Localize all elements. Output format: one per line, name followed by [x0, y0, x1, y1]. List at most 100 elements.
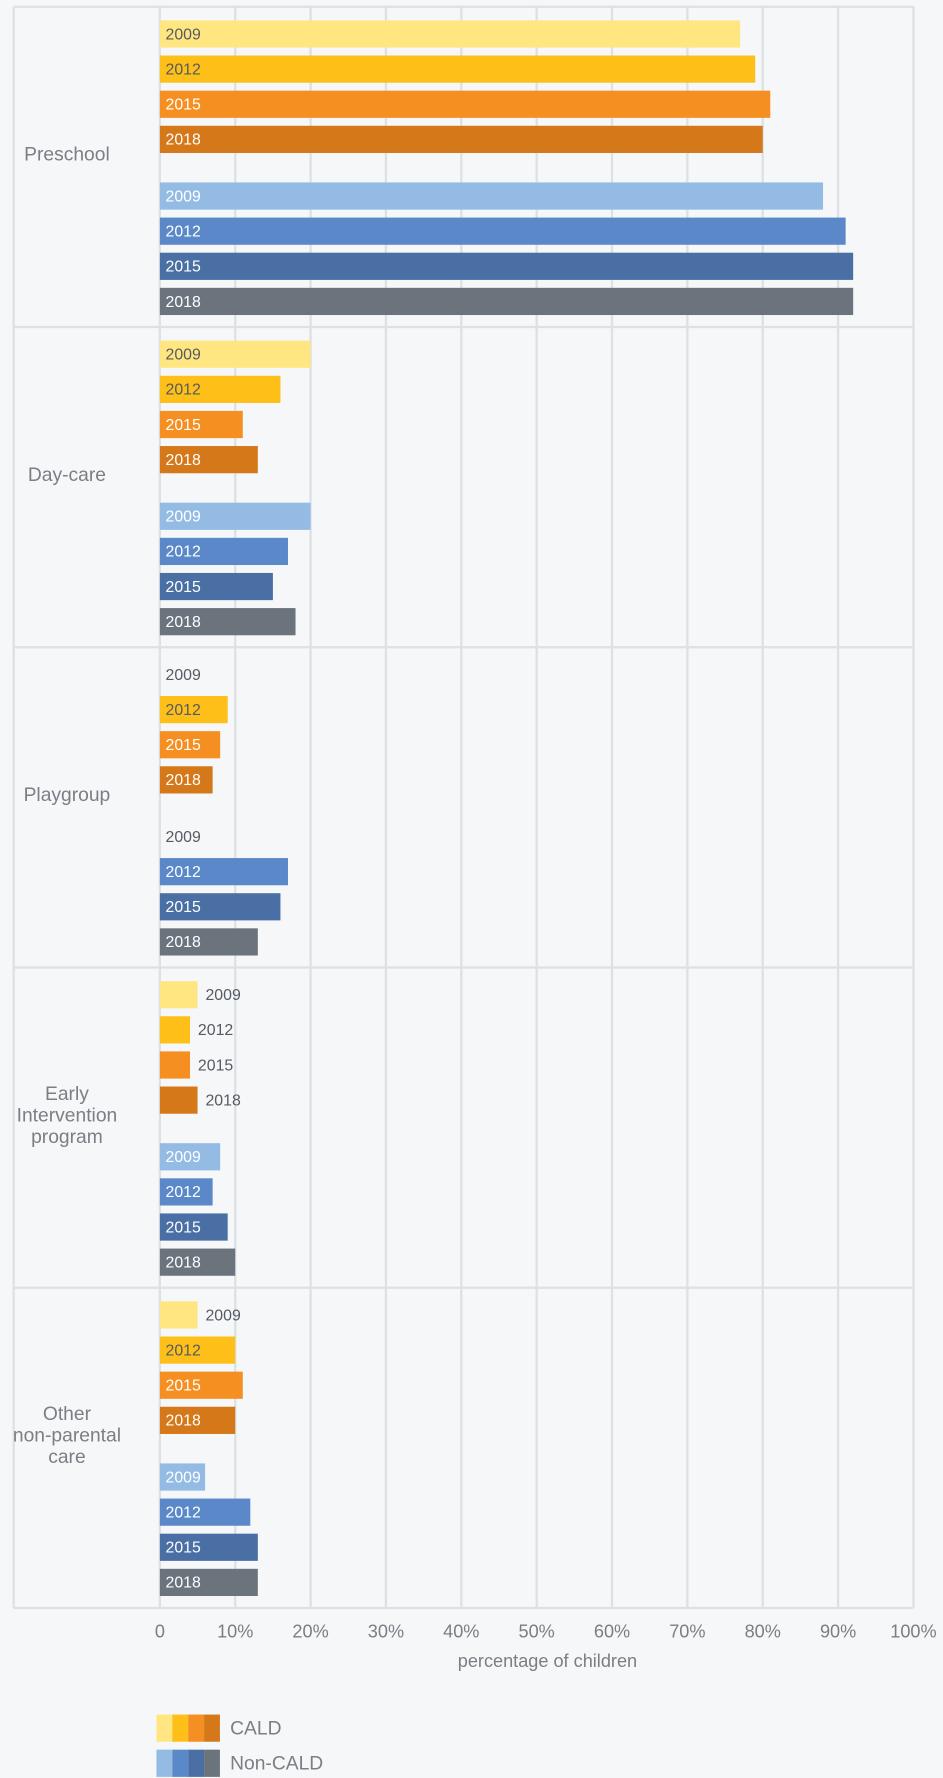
- bar-year-label: 2012: [166, 544, 201, 561]
- bar-year-label: 2009: [166, 1469, 201, 1486]
- bar: [159, 928, 258, 956]
- bar-year-label: 2015: [166, 1378, 201, 1395]
- x-tick-label: 60%: [594, 1622, 630, 1642]
- bar-year-label: 2012: [166, 702, 201, 719]
- bar-year-label: 2018: [166, 772, 201, 789]
- bar: [159, 90, 771, 118]
- bar: [159, 446, 258, 474]
- bar: [159, 1371, 243, 1399]
- legend-swatch: [172, 1749, 189, 1777]
- category-label: Early Intervention program: [17, 1084, 118, 1148]
- bar: [159, 1213, 228, 1241]
- x-tick-label: 100%: [890, 1622, 936, 1642]
- bar: [159, 731, 221, 759]
- bar-year-label: 2015: [166, 97, 201, 114]
- bar: [159, 696, 228, 724]
- bar-year-label: 2015: [166, 1219, 201, 1236]
- bar-year-label: 2018: [205, 1092, 240, 1109]
- category-label: Preschool: [24, 145, 110, 166]
- bar-year-label: 2015: [166, 417, 201, 434]
- legend-swatch: [172, 1714, 189, 1742]
- legend-label: CALD: [230, 1718, 281, 1739]
- legend-swatch: [156, 1749, 173, 1777]
- x-tick-label: 10%: [217, 1622, 253, 1642]
- legend-swatch: [188, 1749, 205, 1777]
- bar: [159, 1301, 198, 1329]
- bar: [159, 766, 213, 794]
- bar: [159, 1533, 258, 1561]
- bar: [159, 981, 198, 1009]
- bar-year-label: 2015: [166, 259, 201, 276]
- legend-swatch: [204, 1714, 220, 1742]
- bar: [159, 55, 756, 83]
- bar: [159, 1463, 206, 1491]
- bar: [159, 410, 243, 439]
- x-tick-label: 50%: [519, 1622, 555, 1642]
- bar: [159, 1143, 221, 1171]
- bar-year-label: 2009: [166, 509, 201, 526]
- bar: [159, 375, 281, 403]
- x-tick-label: 30%: [368, 1622, 404, 1642]
- bar: [159, 502, 311, 530]
- bar-year-label: 2009: [166, 347, 201, 364]
- bar-year-label: 2012: [198, 1022, 233, 1039]
- x-tick-label: 80%: [745, 1622, 781, 1642]
- bar-year-label: 2009: [166, 829, 201, 846]
- bar-year-label: 2015: [166, 579, 201, 596]
- bar: [159, 1248, 236, 1276]
- bar: [159, 893, 281, 921]
- category-label: Other non-parental care: [13, 1404, 121, 1468]
- bar-year-label: 2009: [166, 667, 201, 684]
- bar: [159, 125, 763, 153]
- bar-year-label: 2018: [166, 614, 201, 631]
- bar-year-label: 2018: [166, 1254, 201, 1271]
- legend-label: Non-CALD: [230, 1753, 323, 1774]
- x-tick-label: 70%: [669, 1622, 705, 1642]
- bar-year-label: 2018: [166, 294, 201, 311]
- bar: [159, 1336, 236, 1364]
- bar: [159, 537, 288, 566]
- x-tick-label: 20%: [292, 1622, 328, 1642]
- bar: [159, 858, 288, 886]
- bar: [159, 287, 854, 316]
- bar: [159, 340, 311, 368]
- bar-year-label: 2015: [198, 1057, 233, 1074]
- bar: [159, 1016, 191, 1044]
- bar-year-label: 2018: [166, 934, 201, 951]
- bar-year-label: 2012: [166, 223, 201, 240]
- category-label: Day-care: [28, 465, 106, 486]
- bar: [159, 1498, 251, 1526]
- bar: [159, 608, 296, 636]
- category-label: Playgroup: [24, 785, 111, 806]
- bar-year-label: 2015: [166, 899, 201, 916]
- bar-year-label: 2009: [205, 987, 240, 1004]
- x-tick-label: 90%: [820, 1622, 856, 1642]
- legend-swatch: [188, 1714, 205, 1742]
- bar: [159, 20, 741, 48]
- x-tick-label: 40%: [443, 1622, 479, 1642]
- bar: [159, 1086, 198, 1114]
- bar: [159, 1568, 258, 1597]
- bar-year-label: 2012: [166, 61, 201, 78]
- bar: [159, 1406, 236, 1434]
- bar-year-label: 2012: [166, 1342, 201, 1359]
- bar-year-label: 2009: [166, 1149, 201, 1166]
- bar: [159, 1178, 213, 1206]
- legend-swatch: [156, 1714, 173, 1742]
- bar-year-label: 2009: [166, 26, 201, 43]
- bar: [159, 1051, 191, 1079]
- bar-year-label: 2015: [166, 737, 201, 754]
- x-axis-title: percentage of children: [458, 1651, 637, 1671]
- bar: [159, 217, 846, 245]
- bar-year-label: 2018: [166, 1413, 201, 1430]
- bar-year-label: 2018: [166, 1575, 201, 1592]
- legend-swatch: [204, 1749, 220, 1777]
- bar-year-label: 2018: [166, 452, 201, 469]
- bar-year-label: 2012: [166, 864, 201, 881]
- bar-year-label: 2012: [166, 1184, 201, 1201]
- bar-year-label: 2009: [205, 1307, 240, 1324]
- bar-year-label: 2015: [166, 1540, 201, 1557]
- bar-year-label: 2012: [166, 1504, 201, 1521]
- bar: [159, 182, 824, 210]
